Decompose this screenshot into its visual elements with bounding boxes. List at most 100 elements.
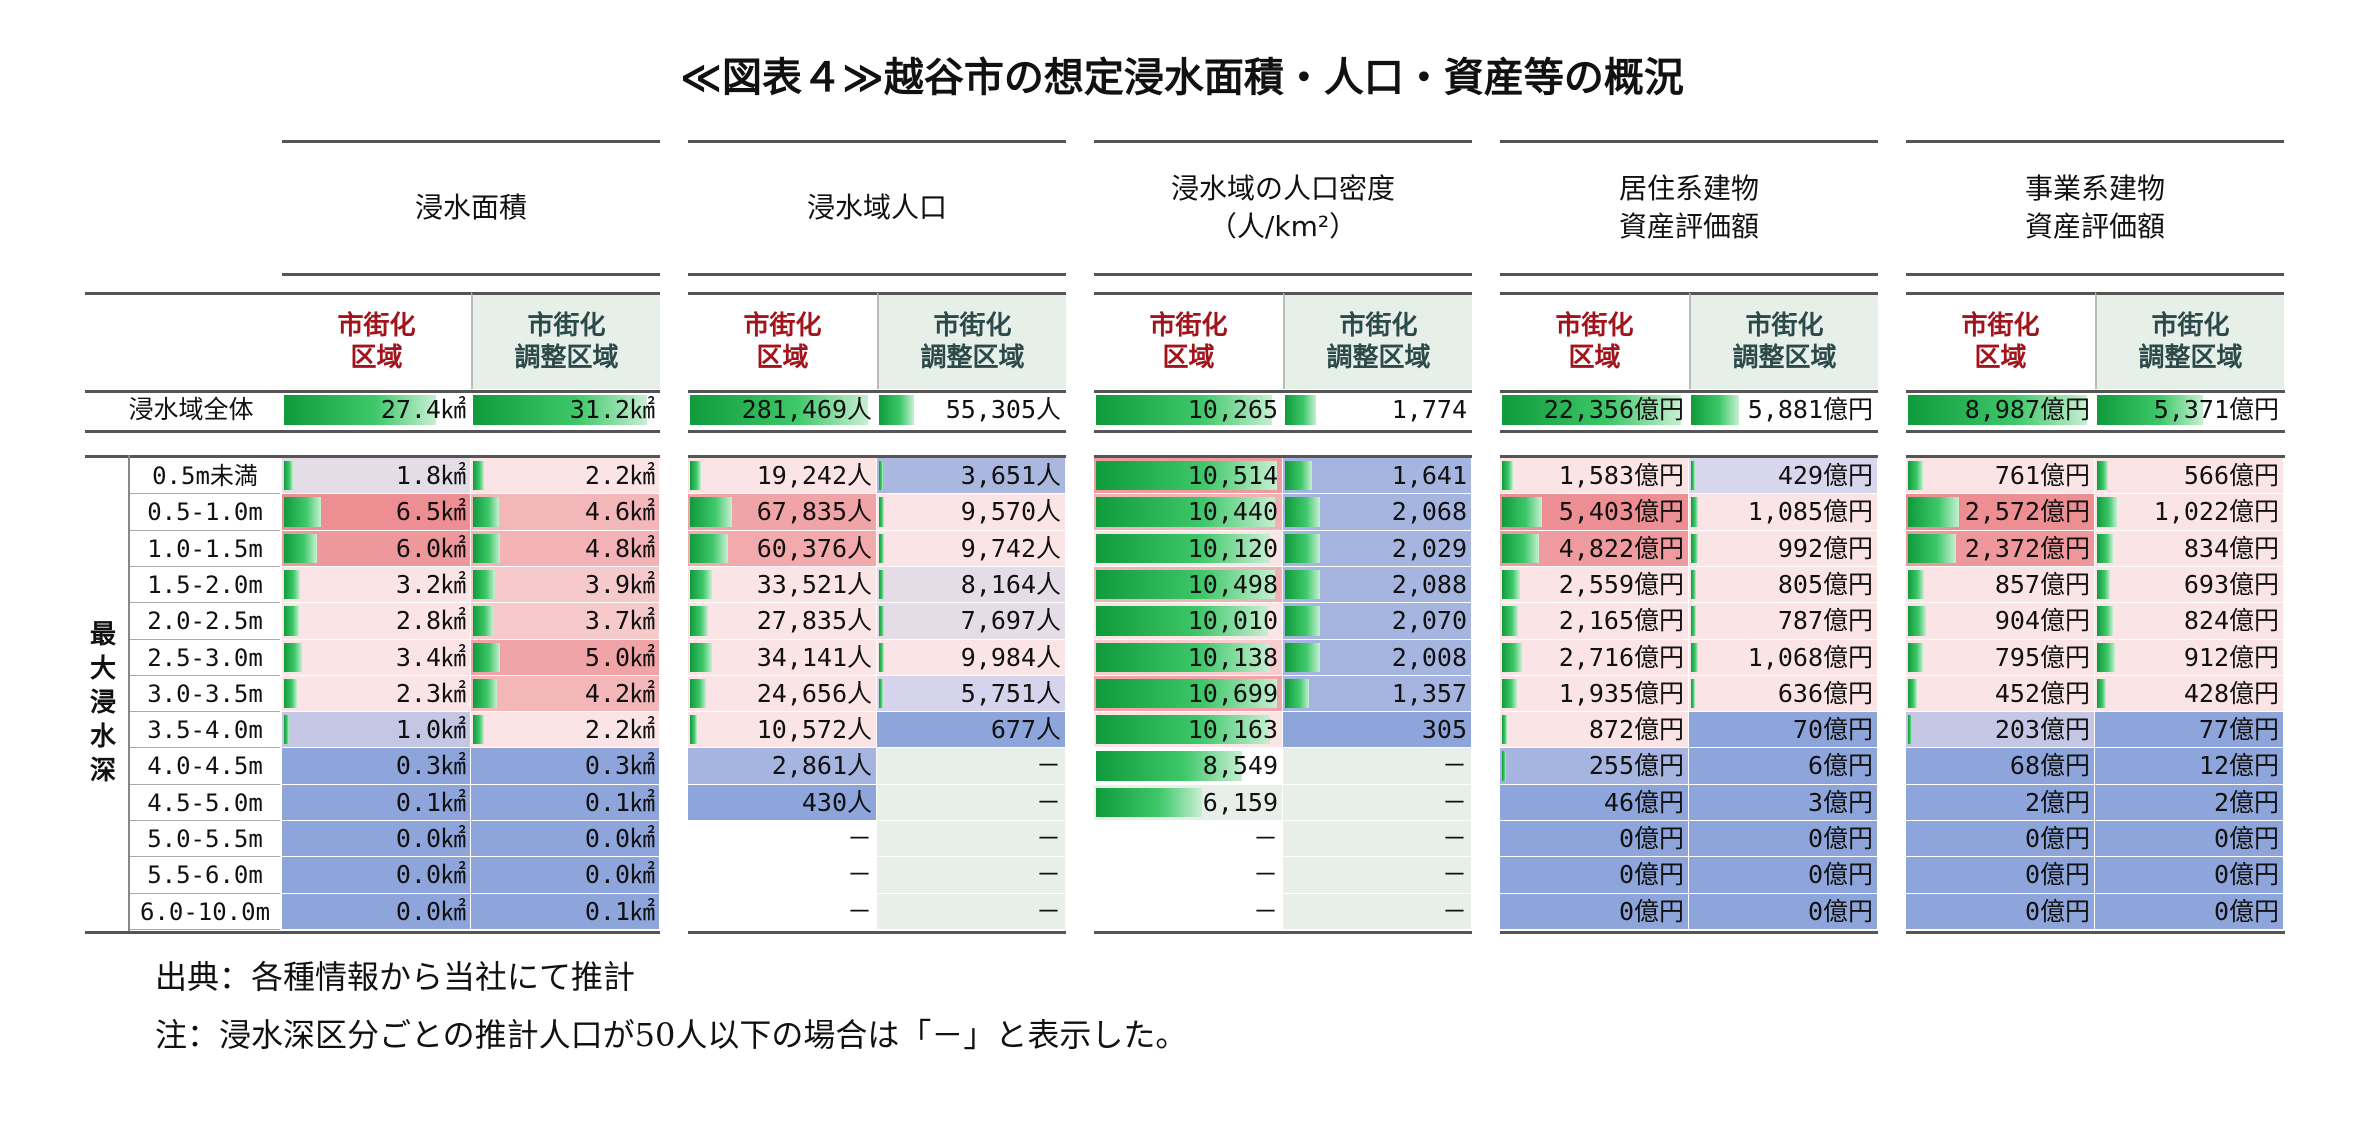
cell-value: 9,984人	[960, 643, 1061, 672]
data-bar	[1502, 497, 1543, 527]
cell-value: 5.0㎢	[584, 643, 655, 672]
depth-cell: 68億円	[1906, 748, 2095, 784]
group-gap	[1878, 140, 1906, 936]
cell-value: 795億円	[1994, 643, 2090, 672]
cell-value: 27.4㎢	[380, 395, 466, 424]
cell-value: 2,861人	[771, 751, 872, 780]
sub-header-label: 市街化	[2151, 311, 2230, 341]
depth-cell: 1,935億円	[1500, 676, 1689, 711]
sub-header-urban: 市街化 区域	[1906, 292, 2095, 389]
group-gap	[660, 140, 688, 936]
depth-cell: 0億円	[1689, 821, 1878, 856]
data-bar	[2097, 679, 2107, 708]
cell-value: 8,987億円	[1964, 395, 2090, 424]
depth-cell: 872億円	[1500, 712, 1689, 747]
data-bar	[1908, 461, 1923, 490]
data-bar	[1908, 570, 1925, 599]
cell-value: 7,697人	[960, 606, 1061, 635]
data-bar	[1691, 643, 1699, 672]
cell-value: 34,141人	[756, 643, 872, 672]
cell-value: 2,559億円	[1558, 570, 1684, 599]
data-bar	[284, 461, 294, 490]
depth-cell: 0億円	[1500, 821, 1689, 856]
depth-cell: 19,242人	[688, 458, 877, 493]
depth-cell: 2,029	[1283, 531, 1472, 566]
sub-header-urban: 市街化 区域	[282, 292, 471, 389]
depth-cell: 761億円	[1906, 458, 2095, 493]
cell-value: 0億円	[1807, 897, 1873, 926]
data-bar	[1096, 643, 1270, 672]
cell-value: 305	[1421, 715, 1467, 744]
data-bar	[473, 606, 494, 636]
depth-cell: 0.1㎢	[282, 785, 471, 820]
cell-value: 3.9㎢	[584, 570, 655, 599]
depth-cell: 1,022億円	[2095, 494, 2284, 530]
group-gap	[1066, 140, 1094, 936]
depth-cell: 10,498	[1094, 567, 1283, 602]
cell-value: 1,085億円	[1747, 497, 1873, 526]
cell-value: 10,699	[1187, 679, 1278, 708]
depth-cell: 2.8㎢	[282, 603, 471, 639]
data-bar	[1908, 715, 1912, 744]
cell-value: 787億円	[1777, 606, 1873, 635]
data-bar	[2097, 461, 2108, 490]
cell-value: 872億円	[1588, 715, 1684, 744]
cell-value: 3.2㎢	[395, 570, 466, 599]
depth-cell: 2,068	[1283, 494, 1472, 530]
cell-value: 0.0㎢	[395, 824, 466, 853]
cell-value: 0.1㎢	[584, 788, 655, 817]
data-bar	[284, 643, 303, 672]
total-cell: 281,469人	[688, 392, 877, 428]
sub-header-label: 市街化	[1555, 311, 1634, 341]
data-bar	[1908, 395, 2088, 425]
divider	[85, 455, 2285, 458]
cell-value: 19,242人	[756, 461, 872, 490]
source-note: 出典：各種情報から当社にて推計	[155, 958, 636, 996]
total-cell: 5,371億円	[2095, 392, 2284, 428]
cell-value: 24,656人	[756, 679, 872, 708]
cell-value: －	[1035, 897, 1061, 926]
cell-value: 452億円	[1994, 679, 2090, 708]
cell-value: 2.8㎢	[395, 606, 466, 635]
depth-cell: 0億円	[1689, 857, 1878, 893]
depth-cell: 10,138	[1094, 640, 1283, 675]
cell-value: 1.0㎢	[395, 715, 466, 744]
cell-value: 0億円	[1807, 824, 1873, 853]
depth-cell: 2.2㎢	[471, 458, 660, 493]
cell-value: 1,357	[1391, 679, 1467, 708]
cell-value: 0億円	[1618, 897, 1684, 926]
page-title: ≪図表４≫越谷市の想定浸水面積・人口・資産等の概況	[680, 55, 1684, 101]
divider	[85, 430, 2285, 433]
total-cell: 5,881億円	[1689, 392, 1878, 428]
cell-value: 10,572人	[756, 715, 872, 744]
data-bar	[284, 679, 297, 708]
sub-header-label: 調整区域	[1326, 343, 1431, 373]
depth-row-label: 4.5-5.0m	[130, 785, 280, 821]
sub-header-adjust: 市街化 調整区域	[877, 292, 1066, 389]
cell-value: －	[846, 897, 872, 926]
depth-cell: 824億円	[2095, 603, 2284, 639]
data-bar	[1691, 679, 1695, 708]
cell-value: 4.8㎢	[584, 534, 655, 563]
sub-header-label: 市街化	[1339, 311, 1418, 341]
cell-value: 67,835人	[756, 497, 872, 526]
data-bar	[1502, 395, 1682, 425]
data-bar	[1096, 788, 1203, 817]
data-bar	[1502, 534, 1539, 563]
depth-cell: 10,010	[1094, 603, 1283, 639]
cell-value: －	[1252, 860, 1278, 889]
depth-cell: 8,164人	[877, 567, 1066, 602]
cell-value: 1,022億円	[2153, 497, 2279, 526]
cell-value: 10,514	[1187, 461, 1278, 490]
depth-cell: 0億円	[1689, 894, 1878, 929]
divider	[85, 931, 2285, 934]
data-bar	[690, 715, 698, 744]
depth-cell: －	[688, 857, 877, 893]
depth-cell: 2,088	[1283, 567, 1472, 602]
cell-value: 3,651人	[960, 461, 1061, 490]
cell-value: 2,088	[1391, 570, 1467, 599]
data-bar	[1096, 534, 1270, 563]
divider	[128, 455, 130, 931]
depth-cell: 1.8㎢	[282, 458, 471, 493]
cell-value: 10,163	[1187, 715, 1278, 744]
